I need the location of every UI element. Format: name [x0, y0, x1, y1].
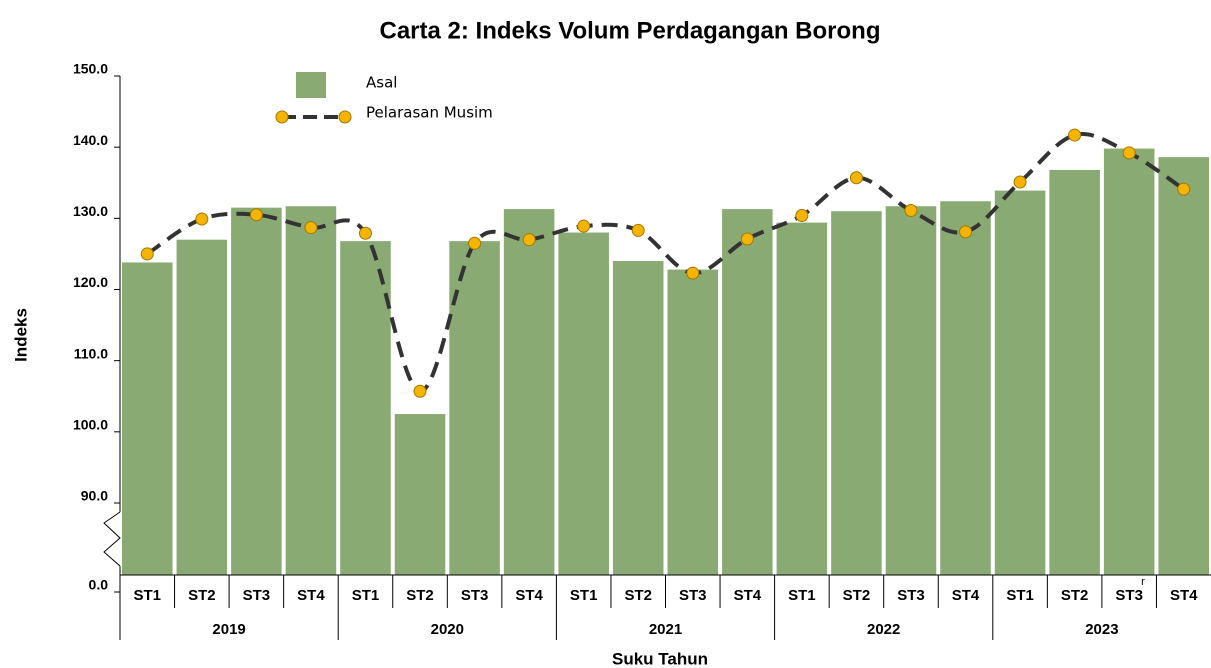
x-tick-label: ST2	[406, 587, 434, 604]
bar	[231, 207, 282, 576]
x-tick-label: ST2	[188, 587, 216, 604]
x-tick-label: ST4	[515, 587, 543, 604]
x-tick-label: ST1	[134, 587, 162, 604]
x-tick-label: ST2	[1061, 587, 1089, 604]
x-tick-label: ST1	[1006, 587, 1034, 604]
marker	[413, 384, 427, 398]
bar	[285, 206, 337, 576]
bar	[1103, 148, 1155, 575]
marker	[358, 226, 372, 240]
bar	[449, 241, 500, 575]
legend-swatch	[338, 110, 352, 124]
x-tick-label: ST3	[1115, 587, 1143, 604]
x-tick-label: ST2	[843, 587, 871, 604]
y-axis-title: Indeks	[11, 308, 30, 362]
x-tick-label: ST1	[788, 587, 816, 604]
marker	[740, 232, 754, 246]
bar	[1158, 157, 1209, 575]
y-tick-label: 0.0	[89, 577, 109, 593]
y-tick-label: 130.0	[73, 203, 108, 219]
marker	[140, 247, 154, 261]
bar	[340, 241, 391, 575]
chart-title: Carta 2: Indeks Volum Perdagangan Borong	[380, 17, 881, 44]
marker	[849, 171, 863, 185]
x-tick-label: ST4	[952, 587, 980, 604]
y-tick-label: 100.0	[73, 417, 108, 433]
x-tick-label: ST1	[570, 587, 598, 604]
legend-swatch	[296, 72, 326, 98]
marker	[195, 212, 209, 226]
x-tick-label: ST3	[897, 587, 925, 604]
bar	[776, 222, 828, 575]
x-tick-label: ST4	[297, 587, 325, 604]
bar	[394, 414, 446, 575]
bar	[722, 209, 773, 575]
marker	[904, 204, 918, 218]
bar	[558, 232, 609, 576]
bar	[940, 201, 991, 575]
x-tick-label: ST3	[243, 587, 271, 604]
marker	[631, 223, 645, 237]
x-axis-title: Suku Tahun	[612, 649, 708, 668]
annotation: r	[1141, 576, 1145, 588]
marker	[795, 208, 809, 222]
bar	[831, 211, 882, 575]
marker	[522, 233, 536, 247]
x-tick-label: ST3	[461, 587, 489, 604]
marker	[686, 266, 700, 280]
group-label: 2022	[867, 621, 900, 638]
bar	[667, 269, 719, 575]
bar	[176, 239, 228, 575]
legend-swatch	[275, 110, 289, 124]
axis-break	[103, 511, 121, 567]
group-label: 2023	[1085, 621, 1118, 638]
legend-label: Pelarasan Musim	[366, 104, 493, 122]
x-tick-label: ST4	[734, 587, 762, 604]
marker	[1122, 146, 1136, 160]
group-label: 2021	[649, 621, 682, 638]
bar	[503, 209, 555, 575]
marker	[577, 219, 591, 233]
y-tick-label: 120.0	[73, 274, 108, 290]
x-tick-label: ST3	[679, 587, 707, 604]
legend-label: Asal	[366, 74, 397, 92]
marker	[1068, 128, 1082, 142]
x-tick-label: ST2	[624, 587, 652, 604]
marker	[1013, 175, 1027, 189]
x-tick-label: ST1	[352, 587, 380, 604]
group-label: 2020	[431, 621, 464, 638]
marker	[1177, 182, 1191, 196]
y-tick-label: 140.0	[73, 132, 108, 148]
marker	[249, 208, 263, 222]
marker	[304, 221, 318, 235]
y-tick-label: 90.0	[81, 488, 108, 504]
group-label: 2019	[212, 621, 245, 638]
y-tick-label: 110.0	[74, 345, 108, 361]
y-tick-label: 150.0	[73, 61, 108, 77]
marker	[468, 236, 482, 250]
bar	[612, 261, 664, 575]
marker	[959, 225, 973, 239]
bar	[122, 262, 173, 575]
bar	[885, 206, 937, 576]
x-tick-label: ST4	[1170, 587, 1198, 604]
bar	[1049, 169, 1100, 575]
bar	[994, 190, 1046, 575]
